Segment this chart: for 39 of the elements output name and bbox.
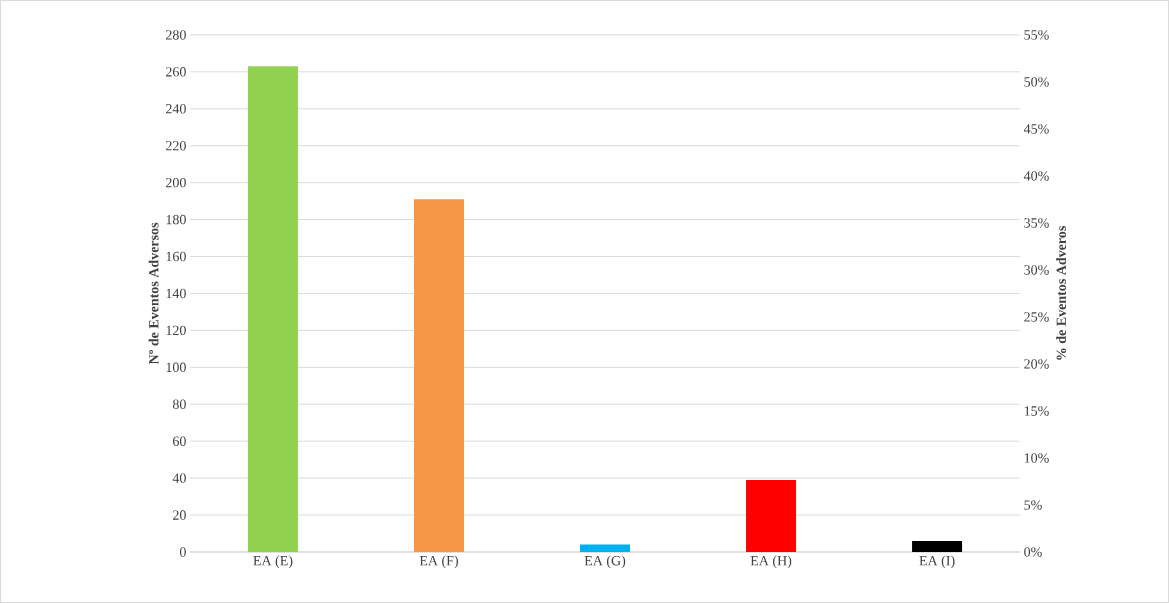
y-tick-label: 60: [172, 436, 186, 446]
bar: [746, 480, 797, 553]
y2-tick-label: 5%: [1024, 500, 1042, 510]
y-tick-label: 180: [166, 214, 186, 225]
y-tick-label: 260: [166, 67, 186, 77]
y2-tick-label: 40%: [1023, 171, 1049, 181]
y2-tick-label: 35%: [1024, 218, 1049, 228]
bar: [247, 66, 298, 553]
x-tick-label: EA (G): [584, 555, 626, 569]
x-tick-label: EA (E): [253, 555, 293, 569]
bar: [912, 540, 963, 553]
y2-tick-label: 25%: [1024, 312, 1049, 322]
y-tick-label: 160: [166, 251, 186, 262]
y2-tick-label: 10%: [1024, 453, 1049, 463]
y2-tick-label: 0%: [1024, 547, 1042, 557]
y-tick-label: 100: [166, 362, 186, 373]
y2-tick-label: 20%: [1024, 359, 1049, 369]
y2-axis-title: % de Eventos Adveros: [1056, 226, 1067, 360]
y2-tick-label: 50%: [1024, 77, 1049, 87]
bar: [413, 199, 464, 553]
bar: [580, 544, 631, 553]
y-tick-label: 80: [172, 399, 186, 410]
y2-tick-label: 30%: [1024, 265, 1049, 275]
x-tick-label: EA (H): [750, 555, 792, 569]
y-tick-label: 280: [166, 30, 186, 40]
x-tick-label: EA (F): [419, 555, 458, 569]
y-tick-label: 240: [166, 104, 186, 114]
y-axis-title: Nº de Eventos Adversos: [148, 222, 159, 365]
x-tick-label: EA (I): [919, 555, 955, 569]
y2-tick-label: 55%: [1024, 30, 1049, 40]
y-tick-label: 20: [173, 510, 186, 520]
y-tick-label: 200: [166, 177, 186, 188]
y-tick-label: 220: [166, 141, 186, 151]
y-tick-label: 0: [179, 547, 186, 557]
y2-tick-label: 15%: [1024, 406, 1049, 416]
y-tick-label: 40: [172, 473, 186, 483]
y-tick-label: 120: [166, 325, 186, 336]
y2-tick-label: 45%: [1023, 124, 1049, 134]
y-tick-label: 140: [166, 288, 186, 299]
